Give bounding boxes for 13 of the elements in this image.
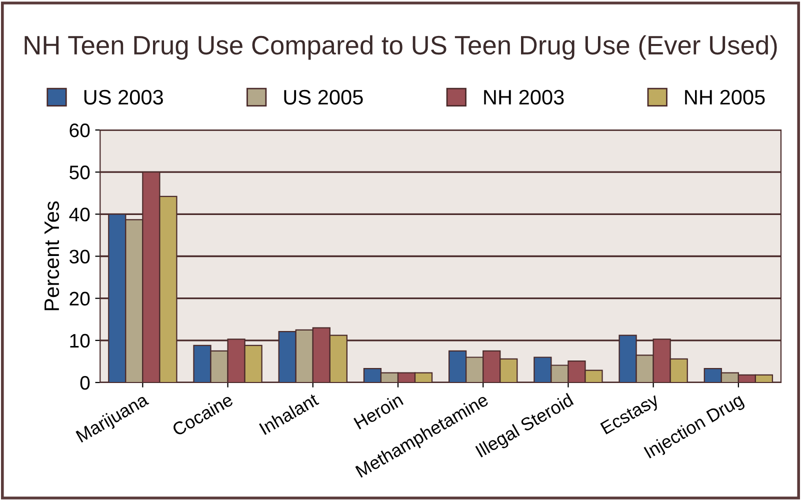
y-tick-label: 30 — [70, 250, 90, 264]
legend-label: US 2005 — [284, 90, 363, 105]
y-tick-label: 10 — [70, 334, 90, 348]
y-tick-label: 60 — [70, 123, 90, 138]
y-tick-label: 20 — [70, 292, 90, 306]
legend-label: NH 2003 — [484, 90, 564, 105]
chart-title: NH Teen Drug Use Compared to US Teen Drug Use (Ever Used) — [24, 35, 777, 60]
legend-label: US 2003 — [84, 90, 163, 105]
legend-label: NH 2005 — [685, 90, 765, 105]
y-axis-title: Percent Yes — [44, 201, 60, 310]
y-tick-label: 0 — [80, 376, 90, 390]
y-tick-label: 40 — [69, 208, 90, 222]
y-tick-label: 50 — [70, 166, 90, 180]
